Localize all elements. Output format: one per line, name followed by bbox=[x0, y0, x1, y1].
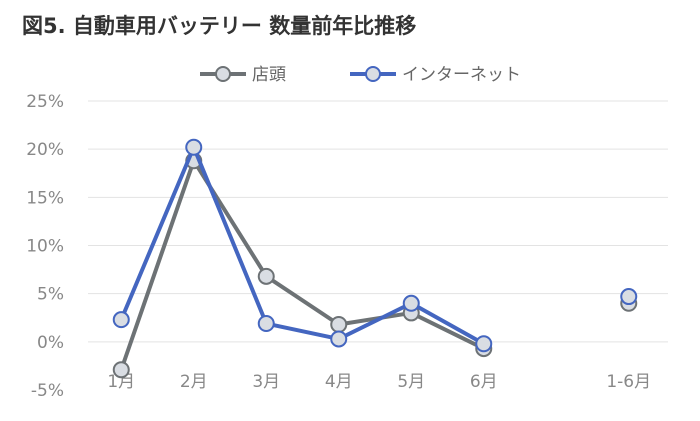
y-tick-label: 15% bbox=[26, 188, 64, 208]
series-line bbox=[119, 158, 485, 371]
x-tick-label: 1月 bbox=[107, 372, 135, 392]
y-tick-label: 0% bbox=[37, 333, 64, 353]
data-point bbox=[185, 138, 203, 156]
y-tick-label: 5% bbox=[37, 285, 64, 305]
legend-label: インターネット bbox=[402, 65, 521, 85]
y-tick-label: -5% bbox=[31, 381, 64, 401]
x-tick-label: 3月 bbox=[252, 372, 280, 392]
legend-marker bbox=[365, 66, 381, 82]
x-tick-label: 4月 bbox=[325, 372, 353, 392]
data-point bbox=[330, 315, 348, 333]
data-point bbox=[402, 294, 420, 312]
x-tick-label: 6月 bbox=[470, 372, 498, 392]
data-point bbox=[330, 330, 348, 348]
legend-label: 店頭 bbox=[252, 65, 286, 85]
y-tick-label: 20% bbox=[26, 140, 64, 160]
data-point bbox=[112, 361, 130, 379]
data-point bbox=[257, 267, 275, 285]
series-line bbox=[119, 145, 485, 346]
x-tick-label: 5月 bbox=[397, 372, 425, 392]
x-tick-label: 2月 bbox=[180, 372, 208, 392]
y-tick-label: 10% bbox=[26, 237, 64, 257]
x-tick-label: 1-6月 bbox=[606, 372, 651, 392]
legend-marker bbox=[215, 66, 231, 82]
data-point bbox=[257, 315, 275, 333]
data-point bbox=[475, 335, 493, 353]
chart-title: 図5. 自動車用バッテリー 数量前年比推移 bbox=[22, 14, 417, 38]
data-point bbox=[620, 288, 638, 306]
data-point bbox=[112, 311, 130, 329]
y-tick-label: 25% bbox=[26, 92, 64, 112]
